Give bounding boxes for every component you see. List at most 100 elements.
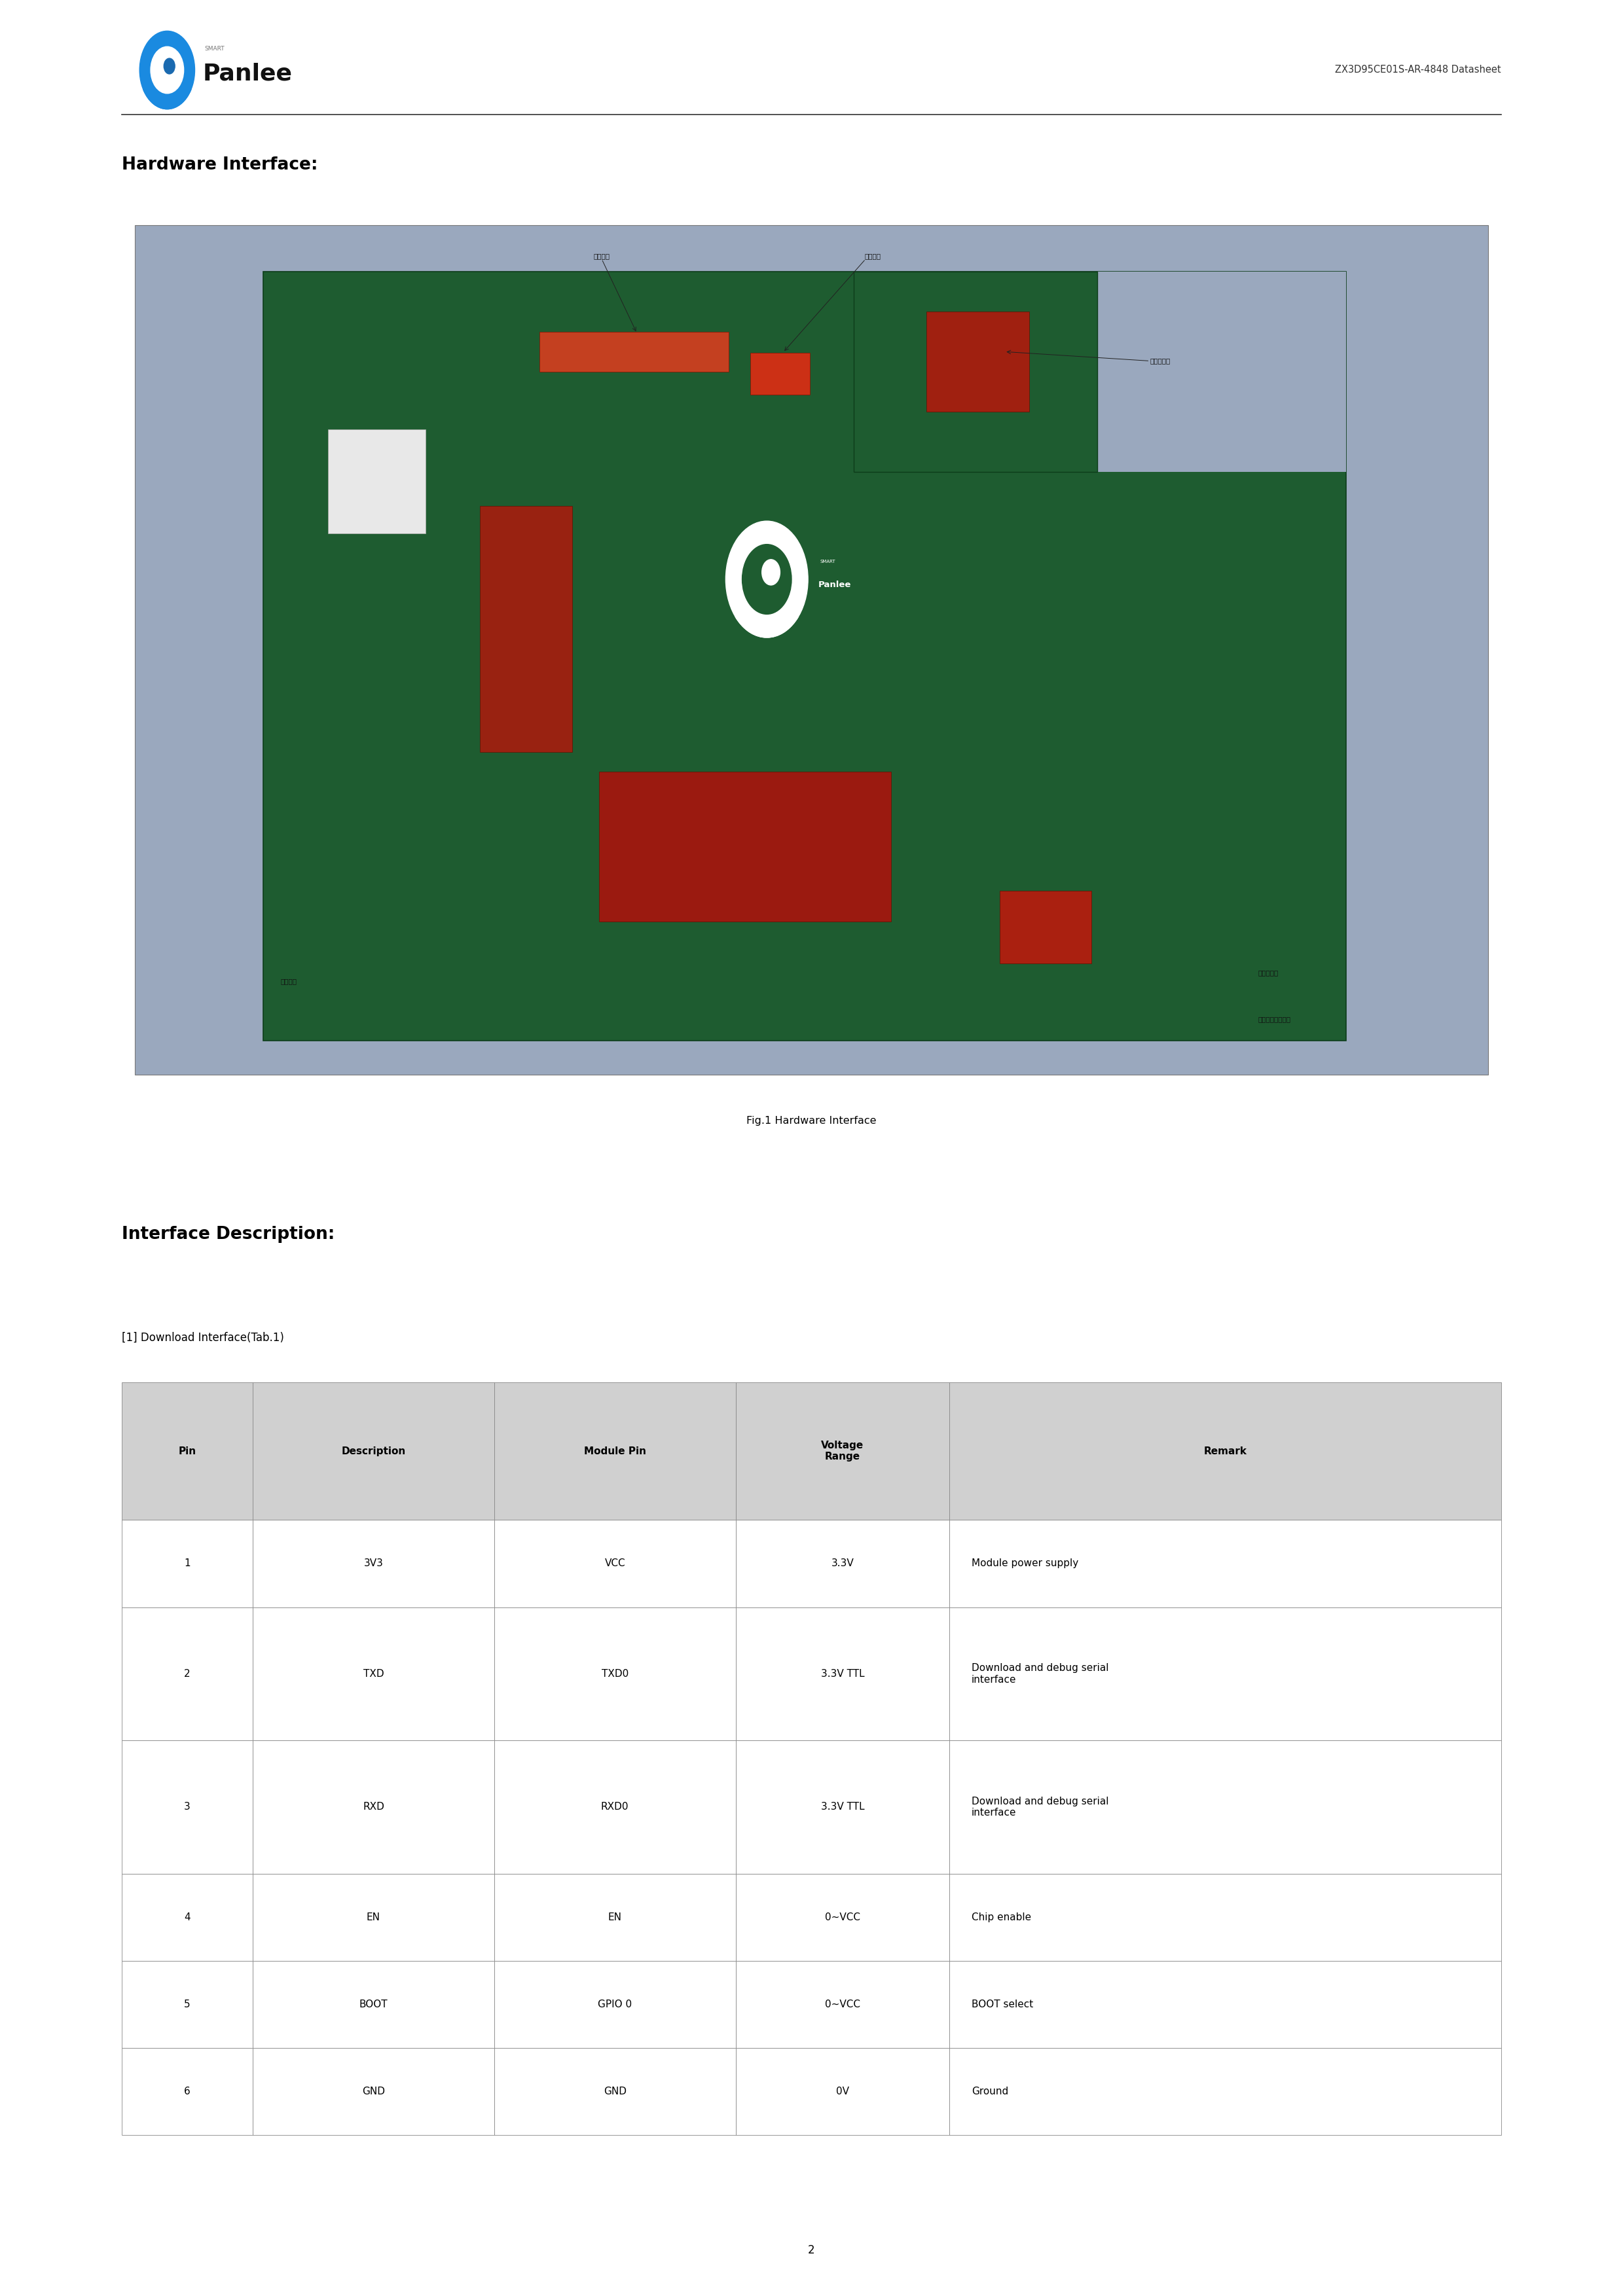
Bar <box>493 1382 735 1520</box>
Bar <box>253 2048 493 2135</box>
Circle shape <box>140 30 195 108</box>
Wedge shape <box>143 69 192 108</box>
Bar <box>949 2048 1501 2135</box>
Text: TXD0: TXD0 <box>602 1669 628 1678</box>
Text: 3: 3 <box>183 1802 190 1812</box>
Bar <box>493 1607 735 1740</box>
Bar <box>949 1874 1501 1961</box>
Bar <box>735 1520 949 1607</box>
Text: TXD: TXD <box>364 1669 385 1678</box>
Bar <box>253 1382 493 1520</box>
Bar <box>949 1520 1501 1607</box>
Text: BOOT: BOOT <box>359 2000 388 2009</box>
Bar <box>493 1874 735 1961</box>
Bar <box>493 2048 735 2135</box>
Bar <box>949 1740 1501 1874</box>
Text: 温湿度传感器接口: 温湿度传感器接口 <box>1258 1017 1290 1022</box>
Text: [1] Download Interface(Tab.1): [1] Download Interface(Tab.1) <box>122 1332 284 1343</box>
Text: 复位按钮: 复位按钮 <box>863 253 881 259</box>
Text: SMART: SMART <box>204 46 224 51</box>
Text: SMART: SMART <box>820 560 836 565</box>
Text: 3.3V TTL: 3.3V TTL <box>821 1669 865 1678</box>
Text: Pin: Pin <box>179 1446 196 1456</box>
Circle shape <box>761 560 781 585</box>
Text: RXD: RXD <box>362 1802 385 1812</box>
Text: GND: GND <box>604 2087 626 2096</box>
Text: EN: EN <box>609 1913 622 1922</box>
Text: GND: GND <box>362 2087 385 2096</box>
Text: Ground: Ground <box>972 2087 1008 2096</box>
Text: 3.3V TTL: 3.3V TTL <box>821 1802 865 1812</box>
Text: 扬声器接口: 扬声器接口 <box>1149 358 1170 365</box>
Bar <box>735 1961 949 2048</box>
Text: 2: 2 <box>808 2243 815 2257</box>
Wedge shape <box>735 579 799 638</box>
Text: 0~VCC: 0~VCC <box>824 1913 860 1922</box>
Bar <box>122 1520 253 1607</box>
Bar <box>253 1740 493 1874</box>
Text: 6: 6 <box>183 2087 190 2096</box>
Bar <box>735 2048 949 2135</box>
Bar <box>735 1874 949 1961</box>
Text: 1: 1 <box>183 1559 190 1568</box>
Bar <box>480 505 571 753</box>
Bar <box>122 1874 253 1961</box>
Circle shape <box>725 521 808 638</box>
Text: 3.3V: 3.3V <box>831 1559 854 1568</box>
Text: VCC: VCC <box>604 1559 625 1568</box>
Bar <box>263 271 1345 1040</box>
Text: ZX3D95CE01S-AR-4848 Datasheet: ZX3D95CE01S-AR-4848 Datasheet <box>1336 64 1501 76</box>
Bar <box>122 1382 253 1520</box>
Text: Description: Description <box>341 1446 406 1456</box>
Bar <box>122 1961 253 2048</box>
Bar <box>122 1740 253 1874</box>
Text: Module power supply: Module power supply <box>972 1559 1078 1568</box>
Bar <box>122 1607 253 1740</box>
Text: 4: 4 <box>183 1913 190 1922</box>
Bar <box>253 1961 493 2048</box>
Text: 3V3: 3V3 <box>364 1559 383 1568</box>
Bar <box>1000 891 1092 964</box>
Text: Chip enable: Chip enable <box>972 1913 1031 1922</box>
Text: Download and debug serial
interface: Download and debug serial interface <box>972 1795 1109 1818</box>
Text: Panlee: Panlee <box>818 581 850 590</box>
Text: BOOT select: BOOT select <box>972 2000 1034 2009</box>
Bar <box>735 1382 949 1520</box>
Text: Module Pin: Module Pin <box>584 1446 646 1456</box>
Text: Fig.1 Hardware Interface: Fig.1 Hardware Interface <box>747 1116 876 1125</box>
Text: 5: 5 <box>183 2000 190 2009</box>
Circle shape <box>742 544 792 615</box>
Text: Voltage
Range: Voltage Range <box>821 1440 863 1463</box>
Bar <box>949 1382 1501 1520</box>
Bar <box>854 271 1097 471</box>
Bar <box>854 271 1345 471</box>
Bar <box>493 1520 735 1607</box>
Text: 麦克风接口: 麦克风接口 <box>1258 969 1279 976</box>
Bar <box>328 429 425 533</box>
Bar <box>599 771 891 921</box>
Bar <box>253 1520 493 1607</box>
Bar <box>927 312 1029 411</box>
Bar <box>253 1607 493 1740</box>
Text: 0V: 0V <box>836 2087 849 2096</box>
Circle shape <box>151 46 183 94</box>
Bar <box>735 1607 949 1740</box>
Bar <box>135 225 1488 1075</box>
Bar <box>735 1740 949 1874</box>
Circle shape <box>164 57 175 73</box>
Text: Panlee: Panlee <box>203 62 292 85</box>
Text: EN: EN <box>367 1913 380 1922</box>
Bar <box>949 1961 1501 2048</box>
Bar <box>539 331 729 372</box>
Bar <box>493 1961 735 2048</box>
Bar <box>750 354 810 395</box>
Bar <box>253 1874 493 1961</box>
Text: 下载接口: 下载接口 <box>594 253 610 259</box>
Bar <box>949 1607 1501 1740</box>
Text: Hardware Interface:: Hardware Interface: <box>122 156 318 172</box>
Text: GPIO 0: GPIO 0 <box>597 2000 631 2009</box>
Text: 副板接口: 副板接口 <box>281 978 297 985</box>
Bar <box>122 2048 253 2135</box>
Text: Interface Description:: Interface Description: <box>122 1226 334 1242</box>
Text: 0~VCC: 0~VCC <box>824 2000 860 2009</box>
